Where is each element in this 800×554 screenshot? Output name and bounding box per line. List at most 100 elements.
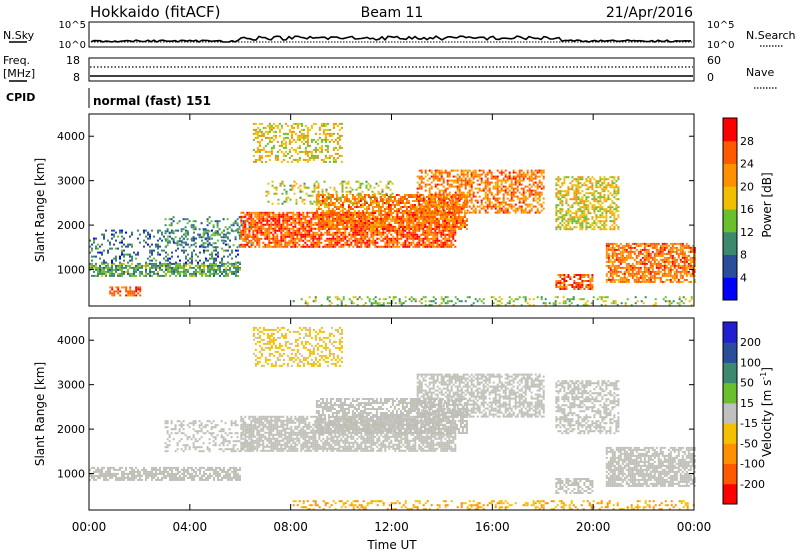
scatter-cell [375,204,378,206]
scatter-cell [445,224,448,226]
scatter-cell [219,268,221,271]
scatter-cell [125,270,127,273]
scatter-cell [139,266,141,269]
scatter-cell [420,181,423,184]
scatter-cell [411,204,414,206]
scatter-cell [362,225,365,228]
scatter-cell [264,211,267,214]
scatter-cell [420,187,423,190]
scatter-cell [252,241,255,244]
scatter-cell [494,199,497,202]
scatter-cell [133,292,136,295]
scatter-cell [294,158,297,161]
scatter-cell [436,233,439,236]
scatter-cell [278,227,281,230]
scatter-cell [460,195,463,198]
scatter-cell [266,237,269,240]
scatter-cell [302,229,305,232]
scatter-cell [571,218,574,221]
scatter-cell [280,241,283,244]
scatter-cell [139,294,142,297]
scatter-cell [314,245,317,248]
scatter-cell [268,225,271,228]
scatter-cell [379,228,382,230]
scatter-cell [528,179,531,182]
scatter-cell [328,156,331,159]
scatter-cell [436,205,439,208]
scatter-cell [157,231,159,234]
scatter-cell [432,217,435,220]
scatter-cell [379,220,382,222]
scatter-cell [506,187,509,190]
scatter-cell [581,176,584,179]
scatter-cell [360,215,363,218]
scatter-cell [248,233,251,236]
scatter-cell [438,193,441,196]
scatter-cell [276,223,279,226]
scatter-cell [536,207,539,210]
scatter-cell [510,183,513,186]
scatter-cell [185,257,187,260]
scatter-cell [155,264,157,267]
scatter-cell [573,202,576,205]
scatter-cell [186,232,189,235]
scatter-cell [459,222,462,224]
scatter-cell [299,188,302,191]
scatter-cell [290,223,293,226]
scatter-cell [362,237,365,240]
scatter-cell [448,209,451,212]
scatter-cell [516,185,519,188]
scatter-cell [222,230,225,233]
scatter-cell [342,223,345,226]
scatter-cell [339,198,342,200]
scatter-cell [295,202,298,205]
scatter-cell [371,228,374,230]
scatter-cell [581,200,584,203]
scatter-cell [456,199,459,202]
scatter-cell [117,290,120,293]
scatter-cell [370,211,373,214]
scatter-cell [256,217,259,220]
scatter-cell [486,173,489,176]
scatter-cell [321,218,324,220]
scatter-cell [306,126,309,129]
nsky-frame [88,21,695,48]
scatter-cell [470,199,473,202]
scatter-cell [333,202,336,204]
scatter-cell [526,169,529,172]
scatter-cell [417,200,420,202]
scatter-cell [362,233,365,236]
scatter-cell [538,191,541,194]
scatter-cell [378,231,381,234]
scatter-cell [394,229,397,232]
scatter-cell [448,219,451,222]
scatter-cell [542,169,545,172]
scatter-cell [137,237,139,240]
scatter-cell [326,122,329,125]
scatter-cell [169,262,171,265]
scatter-cell [496,201,499,204]
scatter-cell [555,192,558,195]
scatter-cell [437,220,440,222]
scatter-cell [339,200,342,202]
scatter-cell [448,173,451,176]
scatter-cell [333,210,336,212]
scatter-cell [302,213,305,216]
scatter-cell [354,219,357,222]
scatter-cell [322,245,325,248]
scatter-cell [577,222,580,225]
scatter-cell [422,211,425,214]
scatter-cell [565,220,568,223]
scatter-cell [569,226,572,229]
scatter-cell [571,228,574,231]
scatter-cell [341,218,344,220]
scatter-cell [401,198,404,200]
scatter-cell [246,233,249,236]
scatter-cell [403,226,406,228]
scatter-cell [354,243,357,246]
scatter-cell [370,241,373,244]
scatter-cell [414,231,417,234]
scatter-cell [203,249,205,252]
scatter-cell [252,221,255,224]
scatter-cell [345,200,348,202]
